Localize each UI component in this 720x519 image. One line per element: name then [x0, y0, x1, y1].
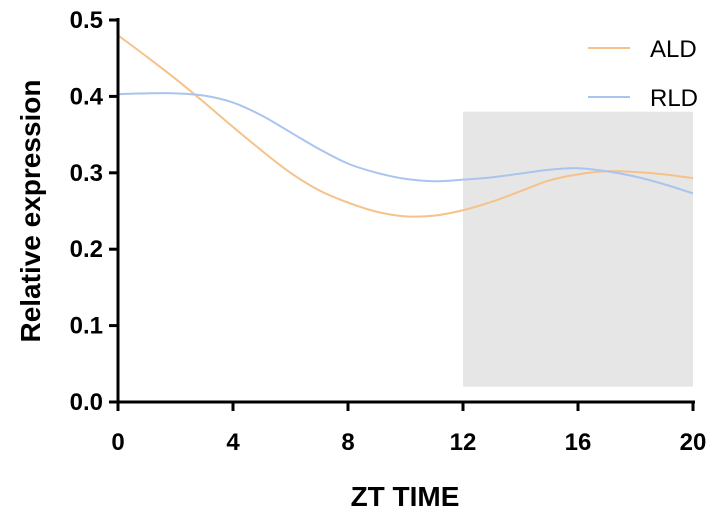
legend: ALD RLD — [588, 36, 698, 112]
y-tick-label: 0.3 — [70, 160, 103, 187]
series-line-ald — [117, 34, 694, 218]
x-axis-title: ZT TIME — [351, 481, 460, 512]
axes-layer — [116, 18, 695, 404]
legend-label-rld: RLD — [650, 85, 698, 112]
x-tick-label: 0 — [111, 429, 124, 456]
shaded-region-layer — [463, 111, 693, 387]
legend-label-ald: ALD — [650, 36, 697, 63]
series-layer — [117, 34, 694, 218]
x-tick-label: 8 — [341, 429, 354, 456]
x-tick-label: 12 — [450, 429, 477, 456]
y-tick-label: 0.1 — [70, 313, 103, 340]
x-tick-label: 16 — [565, 429, 592, 456]
y-tick-label: 0.0 — [70, 389, 103, 416]
x-tick-label: 4 — [226, 429, 240, 456]
x-tick-label: 20 — [680, 429, 707, 456]
y-tick-label: 0.4 — [70, 83, 104, 110]
y-axis-title: Relative expression — [15, 79, 46, 342]
series-line-rld — [117, 92, 694, 195]
y-tick-label: 0.5 — [70, 7, 103, 34]
ticks-layer: 0 4 8 12 16 20 0.0 0.1 0.2 0.3 0.4 0.5 — [70, 7, 707, 456]
y-tick-label: 0.2 — [70, 236, 103, 263]
shaded-region — [463, 111, 693, 387]
